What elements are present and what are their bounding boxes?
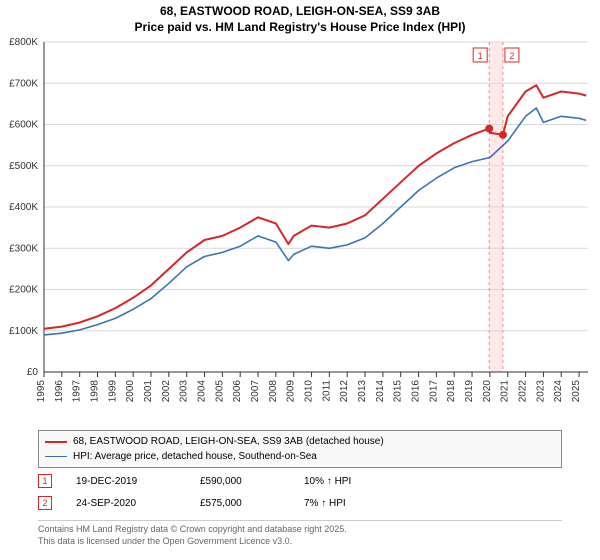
title-line-2: Price paid vs. HM Land Registry's House …	[0, 20, 600, 36]
svg-text:2025: 2025	[571, 380, 582, 403]
marker-badge-0: 1	[38, 474, 52, 488]
marker-hpi-1: 7% ↑ HPI	[304, 498, 404, 509]
title-line-1: 68, EASTWOOD ROAD, LEIGH-ON-SEA, SS9 3AB	[0, 4, 600, 20]
svg-text:£100K: £100K	[9, 326, 38, 337]
svg-text:2012: 2012	[339, 380, 350, 403]
marker-row-1: 2 24-SEP-2020 £575,000 7% ↑ HPI	[38, 492, 562, 514]
svg-text:2019: 2019	[464, 380, 475, 403]
svg-text:2005: 2005	[214, 380, 225, 403]
svg-text:2014: 2014	[375, 380, 386, 403]
svg-text:2013: 2013	[357, 380, 368, 403]
svg-text:2023: 2023	[535, 380, 546, 403]
marker-date-0: 19-DEC-2019	[76, 476, 176, 487]
marker-price-0: £590,000	[200, 476, 280, 487]
attribution-line-1: Contains HM Land Registry data © Crown c…	[38, 524, 562, 536]
svg-text:£800K: £800K	[9, 38, 38, 48]
svg-text:2001: 2001	[143, 380, 154, 403]
svg-text:2010: 2010	[304, 380, 315, 403]
svg-text:2018: 2018	[446, 380, 457, 403]
marker-badge-1: 2	[38, 496, 52, 510]
svg-text:2021: 2021	[500, 380, 511, 403]
svg-text:2000: 2000	[125, 380, 136, 403]
legend-swatch-0	[45, 441, 67, 443]
legend: 68, EASTWOOD ROAD, LEIGH-ON-SEA, SS9 3AB…	[38, 430, 562, 468]
svg-text:£600K: £600K	[9, 120, 38, 131]
attribution-line-2: This data is licensed under the Open Gov…	[38, 536, 562, 548]
marker-date-1: 24-SEP-2020	[76, 498, 176, 509]
svg-text:2011: 2011	[321, 380, 332, 402]
svg-text:2002: 2002	[161, 380, 172, 403]
svg-text:£300K: £300K	[9, 243, 38, 254]
svg-text:2008: 2008	[268, 380, 279, 403]
svg-text:£200K: £200K	[9, 285, 38, 296]
marker-price-1: £575,000	[200, 498, 280, 509]
svg-text:£400K: £400K	[9, 202, 38, 213]
legend-item-1: HPI: Average price, detached house, Sout…	[45, 449, 555, 464]
chart-svg: £0 £100K £200K £300K £400K £500K £600K £700K £80…	[0, 38, 600, 418]
marker-row-0: 1 19-DEC-2019 £590,000 10% ↑ HPI	[38, 470, 562, 492]
legend-swatch-1	[45, 456, 67, 457]
svg-text:2024: 2024	[553, 380, 564, 403]
svg-text:1: 1	[478, 51, 483, 61]
legend-label-0: 68, EASTWOOD ROAD, LEIGH-ON-SEA, SS9 3AB…	[73, 436, 384, 447]
chart-title: 68, EASTWOOD ROAD, LEIGH-ON-SEA, SS9 3AB…	[0, 0, 600, 35]
svg-text:2022: 2022	[518, 380, 529, 403]
svg-text:2: 2	[509, 51, 514, 61]
sale-markers-table: 1 19-DEC-2019 £590,000 10% ↑ HPI 2 24-SE…	[38, 470, 562, 514]
marker-hpi-0: 10% ↑ HPI	[304, 476, 404, 487]
legend-item-0: 68, EASTWOOD ROAD, LEIGH-ON-SEA, SS9 3AB…	[45, 434, 555, 449]
svg-text:£700K: £700K	[9, 78, 38, 89]
svg-text:2020: 2020	[482, 380, 493, 403]
attribution: Contains HM Land Registry data © Crown c…	[38, 520, 562, 547]
svg-text:2003: 2003	[179, 380, 190, 403]
svg-text:1998: 1998	[90, 380, 101, 403]
svg-text:1999: 1999	[107, 380, 118, 403]
svg-text:2007: 2007	[250, 380, 261, 403]
chart: £0 £100K £200K £300K £400K £500K £600K £700K £80…	[0, 38, 600, 418]
svg-text:£500K: £500K	[9, 161, 38, 172]
legend-label-1: HPI: Average price, detached house, Sout…	[73, 451, 317, 462]
svg-text:1996: 1996	[54, 380, 65, 403]
svg-text:£0: £0	[27, 367, 39, 378]
svg-text:1995: 1995	[36, 380, 47, 403]
svg-text:2004: 2004	[197, 380, 208, 403]
svg-text:2015: 2015	[393, 380, 404, 403]
svg-text:1997: 1997	[72, 380, 83, 403]
svg-text:2016: 2016	[411, 380, 422, 403]
svg-text:2009: 2009	[286, 380, 297, 403]
svg-text:2017: 2017	[428, 380, 439, 403]
svg-text:2006: 2006	[232, 380, 243, 403]
